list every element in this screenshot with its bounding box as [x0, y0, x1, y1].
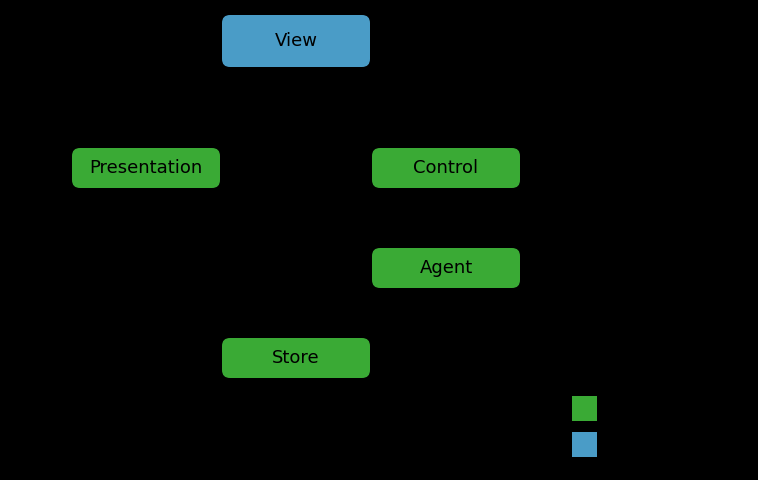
Text: View: View — [274, 32, 318, 50]
Bar — [572, 432, 597, 457]
Text: Presentation: Presentation — [89, 159, 202, 177]
FancyBboxPatch shape — [72, 148, 220, 188]
Text: Control: Control — [413, 159, 478, 177]
FancyBboxPatch shape — [372, 248, 520, 288]
Text: Store: Store — [272, 349, 320, 367]
FancyBboxPatch shape — [372, 148, 520, 188]
FancyBboxPatch shape — [222, 15, 370, 67]
Bar — [572, 396, 597, 421]
FancyBboxPatch shape — [222, 338, 370, 378]
Text: Agent: Agent — [419, 259, 473, 277]
